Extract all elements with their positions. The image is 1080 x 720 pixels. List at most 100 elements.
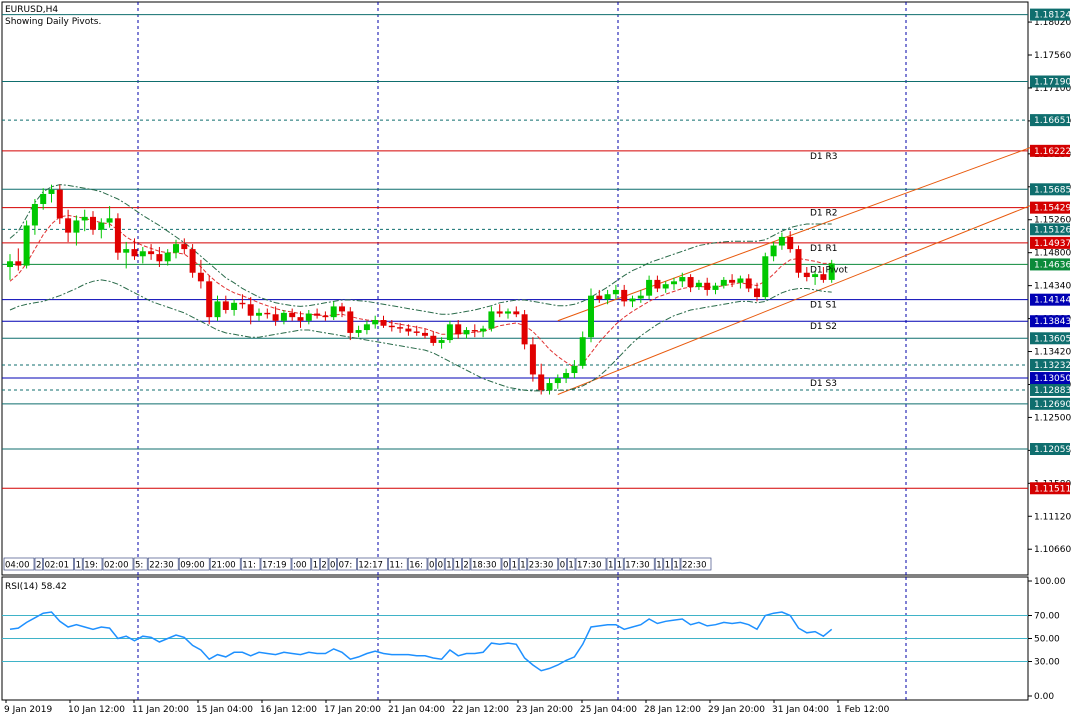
envelope-upper (9, 184, 832, 315)
price-tag-box (1030, 258, 1070, 271)
pivot-label: D1 R3 (810, 152, 838, 162)
candle (56, 184, 63, 225)
price-tick-label: 1.13420 (1034, 348, 1071, 358)
session-label: 12:17 (358, 561, 383, 571)
price-tick-label: 1.15260 (1034, 216, 1071, 226)
session-box (133, 557, 148, 571)
candle (90, 211, 96, 235)
price-tag: 1.13843 (1030, 315, 1071, 328)
candle-body (98, 222, 105, 230)
time-tick-label: 17 Jan 20:00 (324, 705, 381, 715)
session-label: 1 (76, 561, 81, 571)
candle-body (496, 311, 503, 314)
price-axis: 1.180201.175601.171001.166401.161801.157… (1028, 8, 1071, 555)
session-label: 07: (339, 561, 353, 571)
chart-subtitle: Showing Daily Pivots. (5, 17, 101, 27)
candle-body (189, 249, 196, 273)
candle-body (720, 279, 727, 286)
candle-body (621, 289, 628, 302)
session-box (147, 557, 179, 571)
moving-averages (9, 184, 832, 392)
candle (588, 288, 594, 343)
session-box (209, 557, 241, 571)
candle (40, 188, 47, 210)
candle-body (828, 263, 835, 280)
session-box (311, 557, 320, 571)
candle-body (737, 278, 744, 283)
candle-body (363, 324, 370, 331)
candle (322, 311, 329, 321)
price-tag-box (1030, 397, 1070, 410)
candle (355, 325, 362, 338)
price-tag-text: 1.14144 (1034, 296, 1071, 306)
candle (596, 289, 603, 303)
candle-body (529, 344, 536, 375)
candle-body (554, 378, 561, 384)
session-box (680, 557, 712, 571)
candle (438, 337, 445, 349)
chart-symbol: EURUSD,H4 (5, 5, 58, 15)
candle-body (206, 281, 213, 318)
candle-body (596, 295, 603, 300)
candle-body (604, 294, 611, 300)
session-label: 1 (608, 561, 613, 571)
session-box (3, 557, 35, 571)
candle-body (347, 311, 354, 333)
candle-body (297, 317, 304, 321)
session-box (260, 557, 292, 571)
candle (787, 231, 794, 253)
time-tick-label: 28 Jan 12:00 (644, 705, 701, 715)
price-tag: 1.11511 (1030, 482, 1071, 495)
candle (123, 241, 130, 269)
price-tick-label: 1.12500 (1034, 413, 1071, 423)
session-label: 1 (617, 561, 622, 571)
candle-body (563, 373, 570, 379)
price-tag-text: 1.15429 (1034, 204, 1071, 214)
candle (280, 309, 287, 325)
candle-body (73, 220, 80, 233)
candle (629, 295, 636, 308)
session-label: 09:00 (180, 561, 205, 571)
candle-body (280, 312, 287, 321)
candle-body (305, 313, 312, 321)
pivot-label: D1 S2 (810, 322, 837, 332)
candle-body (521, 314, 528, 345)
time-tick-label: 21 Jan 04:00 (388, 705, 445, 715)
session-box (436, 557, 445, 571)
session-box (558, 557, 567, 571)
session-box (337, 557, 357, 571)
candle (372, 315, 379, 329)
candle (214, 295, 221, 321)
candle-body (289, 312, 296, 318)
candle (98, 218, 105, 239)
session-box (102, 557, 134, 571)
session-label: 16: (409, 561, 423, 571)
session-label: 19: (84, 561, 98, 571)
price-tag: 1.15126 (1030, 223, 1071, 236)
candle (704, 277, 711, 296)
candle (812, 270, 819, 285)
candle-body (754, 288, 760, 298)
price-tag: 1.16651 (1030, 114, 1071, 127)
session-label: 11: (389, 561, 403, 571)
pivot-label: D1 R1 (810, 244, 838, 254)
candle (505, 308, 511, 319)
price-tag-box (1030, 183, 1070, 196)
price-tick-label: 1.10660 (1034, 545, 1071, 555)
price-tag-text: 1.16651 (1034, 116, 1071, 126)
regression-channel (557, 146, 1032, 395)
candle (604, 289, 611, 305)
candle (330, 301, 337, 321)
candle-body (745, 278, 752, 289)
candle-body (231, 302, 238, 310)
price-tag-text: 1.16222 (1034, 147, 1071, 157)
session-box (43, 557, 74, 571)
time-tick-label: 16 Jan 12:00 (260, 705, 317, 715)
price-tag-box (1030, 358, 1070, 371)
candle-body (588, 295, 594, 338)
session-label: 1 (568, 561, 573, 571)
candle-body (405, 328, 412, 332)
price-tag-text: 1.12059 (1034, 445, 1071, 455)
session-box (453, 557, 462, 571)
candle-body (339, 306, 345, 312)
